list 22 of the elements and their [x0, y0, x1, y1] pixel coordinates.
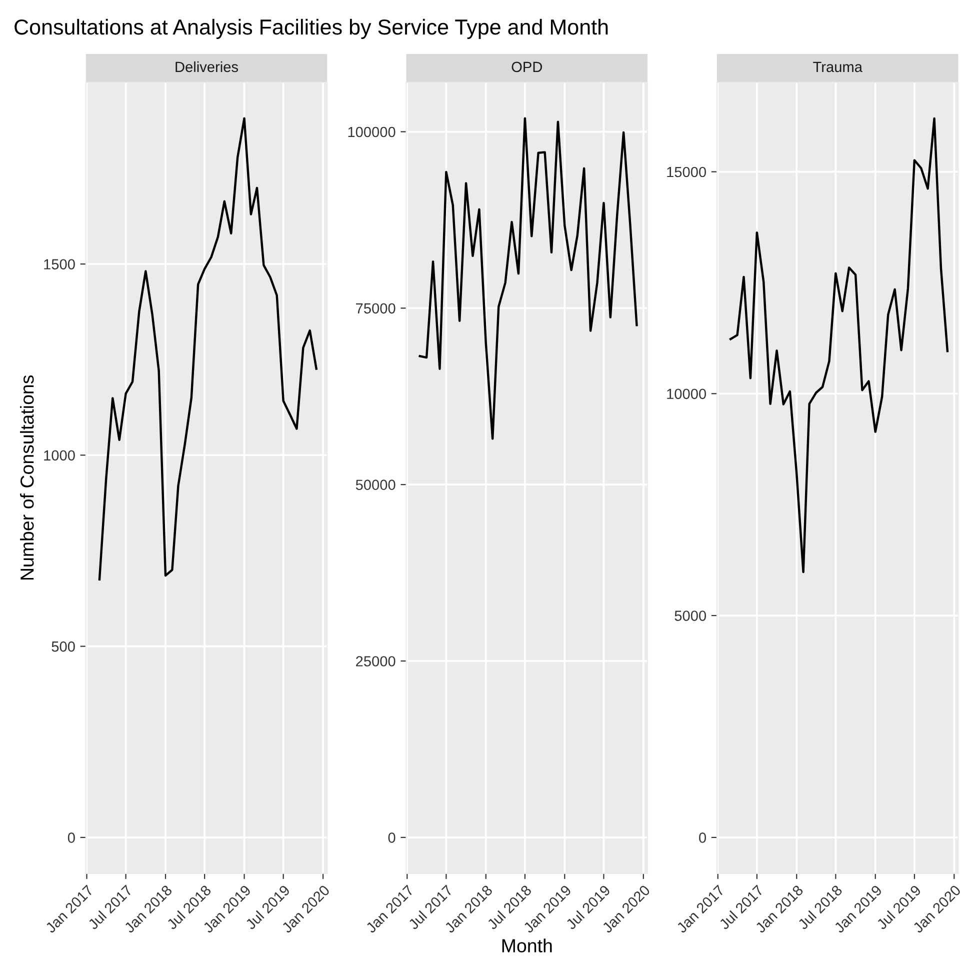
y-tick-label: 5000	[674, 610, 706, 621]
y-tick-label: 50000	[356, 480, 396, 490]
chart-subtitle: Deliveries	[176, 61, 238, 72]
line-series	[418, 117, 638, 440]
chart-subtitle: Trauma	[813, 62, 862, 72]
y-tick-label: 15000	[667, 166, 706, 178]
line-series	[98, 117, 318, 581]
chart-title: Consultations at Analysis Facilities by Service Type and Month	[14, 18, 608, 39]
y-axis-title: Number of Consultations	[20, 375, 34, 580]
line-series	[729, 117, 949, 574]
y-tick-label: 25000	[356, 656, 396, 666]
y-tick-label: 10000	[667, 388, 706, 400]
y-tick-label: 1500	[44, 259, 75, 270]
y-tick-label: 1000	[44, 450, 75, 461]
y-tick-label: 0	[388, 832, 396, 843]
x-axis-title: Month	[502, 938, 552, 952]
y-tick-label: 100000	[348, 126, 396, 138]
y-tick-label: 75000	[356, 303, 396, 314]
y-tick-label: 0	[699, 832, 706, 843]
y-tick-label: 500	[52, 641, 75, 652]
y-tick-label: 0	[68, 832, 75, 843]
chart-subtitle: OPD	[512, 62, 542, 72]
